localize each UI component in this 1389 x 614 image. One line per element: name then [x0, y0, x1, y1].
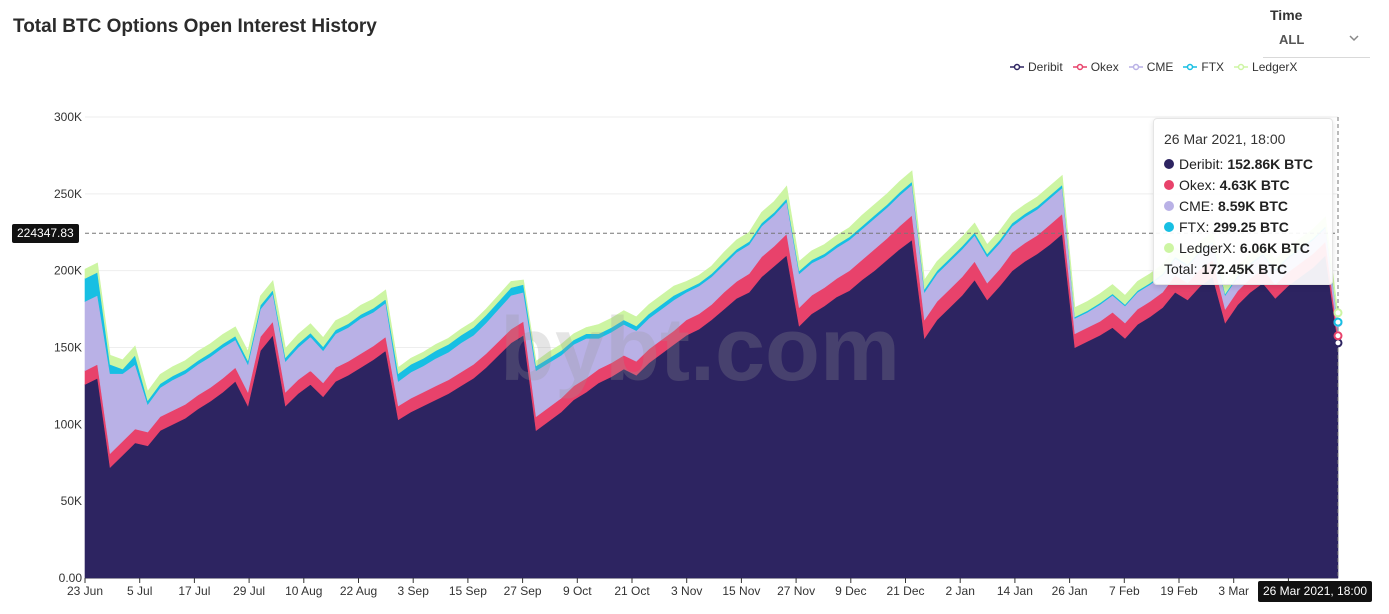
crosshair-x-value: 26 Mar 2021, 18:00 — [1258, 581, 1373, 602]
x-tick-label: 27 Nov — [777, 584, 815, 598]
x-axis-ticks: 23 Jun 5 Jul 17 Jul 29 Jul 10 Aug 22 Aug 3 Sep… — [67, 578, 1307, 598]
x-tick-label: 7 Feb — [1109, 584, 1140, 598]
y-tick-label: 250K — [54, 187, 82, 201]
crosshair — [85, 117, 1343, 578]
watermark: bybt.com — [500, 300, 900, 400]
series-dot-icon — [1164, 158, 1174, 169]
x-tick-label: 14 Jan — [997, 584, 1033, 598]
legend-item-cme[interactable]: CME — [1128, 60, 1174, 74]
crosshair-y-value: 224347.83 — [12, 224, 79, 243]
series-dot-icon — [1164, 242, 1174, 253]
x-tick-label: 9 Dec — [835, 584, 866, 598]
tooltip-row-ftx: FTX:299.25 BTC — [1164, 216, 1322, 237]
point-marker-ledgerx — [1333, 308, 1343, 318]
x-tick-label: 26 Jan — [1052, 584, 1088, 598]
y-tick-label: 100K — [54, 417, 82, 431]
x-tick-label: 15 Nov — [722, 584, 760, 598]
tooltip-series-name: CME — [1179, 197, 1211, 214]
x-tick-label: 19 Feb — [1160, 584, 1198, 598]
legend-marker-icon — [1183, 63, 1198, 71]
legend-marker-icon — [1128, 63, 1143, 71]
point-marker-deribit — [1333, 338, 1343, 348]
y-tick-label: 300K — [54, 110, 82, 124]
legend-item-okex[interactable]: Okex — [1072, 60, 1119, 74]
time-select-label: Time — [1270, 7, 1303, 23]
legend-marker-icon — [1072, 63, 1087, 71]
x-tick-label: 29 Jul — [233, 584, 265, 598]
chart-areas — [84, 170, 1339, 579]
chart-legend: Deribit Okex CME FTX LedgerX — [1010, 60, 1297, 74]
y-tick-label: 150K — [54, 341, 82, 355]
tooltip-row-ledgerx: LedgerX:6.06K BTC — [1164, 237, 1322, 258]
x-tick-label: 17 Jul — [178, 584, 210, 598]
legend-marker-icon — [1234, 63, 1249, 71]
legend-label: CME — [1146, 60, 1174, 74]
tooltip-series-name: FTX — [1179, 218, 1206, 235]
x-tick-label: 23 Jun — [67, 584, 103, 598]
time-range-select[interactable]: Time ALL — [1263, 5, 1370, 58]
time-select-value: ALL — [1279, 32, 1305, 47]
tooltip-series-name: Deribit — [1179, 155, 1220, 172]
legend-label: LedgerX — [1252, 60, 1298, 74]
tooltip-row-deribit: Deribit:152.86K BTC — [1164, 153, 1322, 174]
tooltip-row-cme: CME:8.59K BTC — [1164, 195, 1322, 216]
x-tick-label: 2 Jan — [946, 584, 975, 598]
y-tick-label: 50K — [61, 494, 82, 508]
y-tick-label: 200K — [54, 264, 82, 278]
x-tick-label: 3 Nov — [671, 584, 702, 598]
series-dot-icon — [1164, 221, 1174, 232]
chart-tooltip: 26 Mar 2021, 18:00 Deribit:152.86K BTC O… — [1153, 118, 1333, 285]
x-tick-label: 21 Dec — [886, 584, 924, 598]
tooltip-series-value: 6.06K BTC — [1239, 239, 1310, 256]
series-dot-icon — [1164, 200, 1174, 211]
tooltip-series-name: Okex — [1179, 176, 1212, 193]
x-tick-label: 5 Jul — [127, 584, 152, 598]
legend-label: FTX — [1201, 60, 1225, 74]
y-axis-ticks: 0.00 50K 100K 150K 200K 250K 300K — [54, 110, 82, 585]
legend-item-ledgerx[interactable]: LedgerX — [1234, 60, 1297, 74]
chevron-down-icon — [1349, 35, 1359, 42]
x-tick-label: 9 Oct — [563, 584, 592, 598]
page-title: Total BTC Options Open Interest History — [13, 16, 377, 37]
tooltip-series-value: 4.63K BTC — [1219, 176, 1290, 193]
x-tick-label: 3 Mar — [1218, 584, 1249, 598]
tooltip-series-value: 299.25 BTC — [1213, 218, 1289, 235]
x-tick-label: 22 Aug — [340, 584, 377, 598]
tooltip-total: Total: 172.45K BTC — [1164, 258, 1322, 279]
tooltip-time: 26 Mar 2021, 18:00 — [1164, 131, 1286, 147]
legend-item-deribit[interactable]: Deribit — [1010, 60, 1063, 74]
y-tick-label: 0.00 — [59, 571, 83, 585]
point-marker-okex — [1333, 331, 1343, 341]
point-marker-ftx — [1333, 317, 1343, 327]
legend-marker-icon — [1010, 63, 1024, 71]
tooltip-series-value: 152.86K BTC — [1227, 155, 1313, 172]
x-tick-label: 10 Aug — [285, 584, 322, 598]
tooltip-total-value: 172.45K BTC — [1201, 260, 1288, 277]
tooltip-row-okex: Okex:4.63K BTC — [1164, 174, 1322, 195]
tooltip-series-value: 8.59K BTC — [1218, 197, 1289, 214]
tooltip-series-name: LedgerX — [1179, 239, 1232, 256]
x-tick-label: 27 Sep — [504, 584, 542, 598]
x-tick-label: 3 Sep — [398, 584, 430, 598]
tooltip-total-label: Total: — [1164, 260, 1198, 277]
legend-label: Deribit — [1028, 60, 1063, 74]
x-tick-label: 15 Sep — [449, 584, 487, 598]
x-tick-label: 21 Oct — [614, 584, 650, 598]
series-dot-icon — [1164, 179, 1174, 190]
legend-item-ftx[interactable]: FTX — [1183, 60, 1224, 74]
legend-label: Okex — [1090, 60, 1119, 74]
